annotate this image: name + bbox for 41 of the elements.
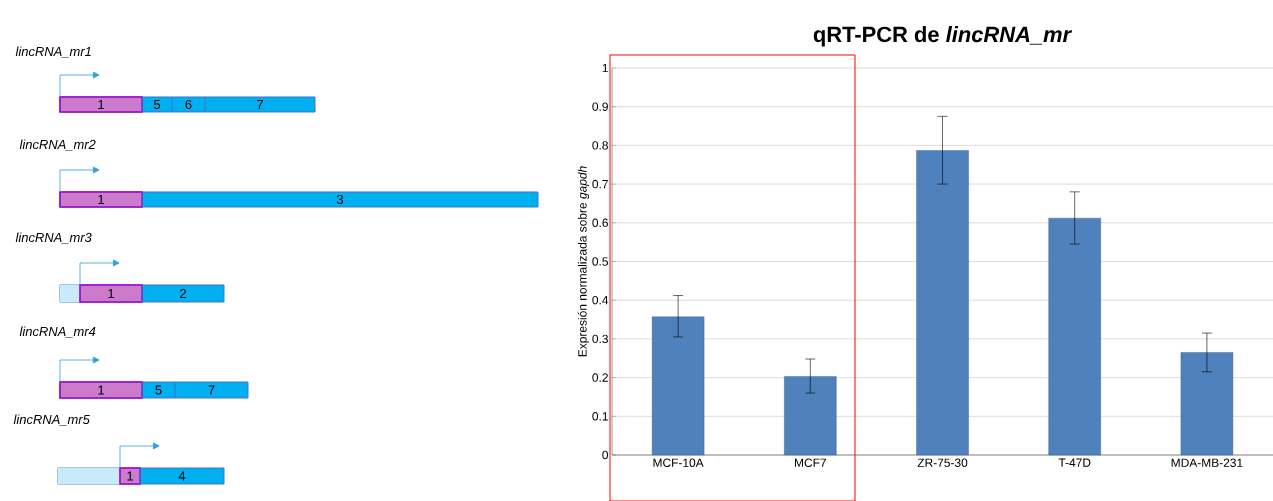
y-tick-label: 0.8 [592, 141, 608, 150]
bar [916, 150, 969, 456]
x-tick-label: MCF-10A [653, 458, 704, 467]
x-tick-label: T-47D [1058, 458, 1091, 467]
text: 1 [127, 471, 133, 481]
text: 6 [185, 99, 192, 110]
y-tick-label: 0.5 [592, 257, 608, 266]
chart-title: qRT-PCR de lincRNA_mr [813, 26, 1073, 47]
text: 4 [178, 471, 186, 481]
y-tick-label: 0.3 [592, 334, 608, 344]
text: 7 [208, 385, 215, 395]
bar [651, 316, 705, 456]
x-tick-label: ZR-75-30 [917, 458, 968, 467]
x-tick-label: MCF7 [795, 458, 826, 467]
text: lincRNA_mr4 [19, 326, 96, 338]
text: lincRNA_mr3 [15, 232, 92, 244]
y-tick-label: 0.2 [592, 373, 608, 382]
x-tick-label: MDA-MB-231 [1171, 458, 1243, 467]
y-tick-label: 1 [602, 63, 608, 73]
y-tick-label: 0.4 [592, 295, 609, 305]
text: 1 [108, 289, 114, 298]
y-tick-label: 0.9 [592, 102, 608, 111]
text: lincRNA_mr2 [19, 139, 96, 151]
text: 1 [98, 385, 104, 395]
text: 5 [155, 385, 162, 395]
text: lincRNA_mr1 [15, 46, 91, 58]
y-tick-label: 0.7 [592, 179, 608, 189]
y-tick-label: 0 [602, 450, 609, 460]
y-tick-label: 0.6 [592, 218, 608, 228]
bar [784, 376, 837, 456]
text: 1 [98, 195, 104, 204]
y-tick-label: 0.1 [592, 412, 608, 421]
text: 7 [257, 100, 263, 109]
text: 5 [153, 99, 161, 110]
text: lincRNA_mr5 [13, 414, 90, 426]
text: 2 [180, 288, 186, 299]
bar [1180, 352, 1234, 456]
y-axis-title: Expresión normalizada sobre gapdh [577, 166, 590, 357]
text: 3 [336, 194, 344, 205]
text: 1 [98, 100, 104, 109]
bar [1048, 217, 1101, 456]
